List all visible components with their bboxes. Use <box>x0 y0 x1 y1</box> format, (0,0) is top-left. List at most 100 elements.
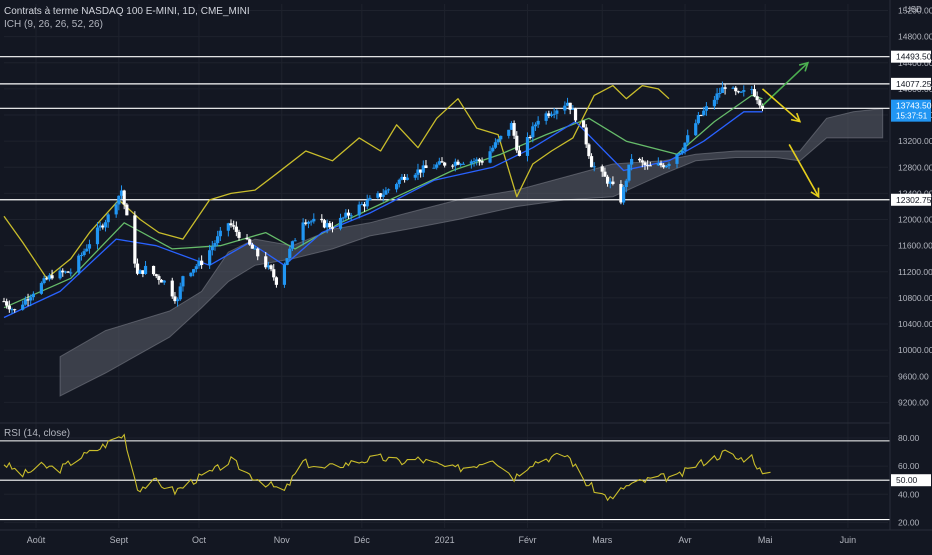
candle-body <box>555 110 559 114</box>
candle-body <box>461 163 465 165</box>
price-tick-label: 9200.00 <box>898 397 929 407</box>
price-tick-label: 15200.00 <box>898 6 932 16</box>
candle-body <box>720 87 725 93</box>
candle-body <box>421 165 425 173</box>
candle-body <box>552 113 556 115</box>
candle-body <box>7 305 11 310</box>
candle-body <box>13 309 17 311</box>
candles <box>2 81 765 314</box>
candle-body <box>435 164 439 168</box>
candle-body <box>731 87 735 89</box>
candle-body <box>459 163 463 165</box>
candle-body <box>517 150 522 156</box>
candle-body <box>686 135 690 143</box>
candle-body <box>592 166 596 168</box>
candle-body <box>290 241 295 249</box>
candle-body <box>266 265 270 268</box>
candle-body <box>31 293 35 298</box>
time-tick-label: Juin <box>840 535 857 545</box>
price-tick-label: 10400.00 <box>898 319 932 329</box>
rsi-level-tag-label: 50.00 <box>896 475 918 485</box>
time-tick-label: Août <box>27 535 46 545</box>
tenkan-line <box>3 111 763 319</box>
candle-body <box>573 108 578 121</box>
candle-body <box>61 270 65 273</box>
candle-body <box>26 299 30 301</box>
candle-body <box>509 123 514 130</box>
candle-body <box>272 269 276 278</box>
candle-body <box>760 105 765 109</box>
rsi-tick-label: 60.00 <box>898 461 920 471</box>
price-tick-label: 12000.00 <box>898 215 932 225</box>
candle-body <box>122 190 126 205</box>
candle-body <box>683 142 687 151</box>
arrow-line <box>761 62 809 107</box>
candle-body <box>173 296 177 302</box>
horizontal-levels[interactable] <box>0 56 890 201</box>
rsi-legend[interactable]: RSI (14, close) <box>4 428 71 439</box>
candle-body <box>77 255 81 273</box>
candle-body <box>394 184 399 190</box>
time-tick-label: Mai <box>758 535 773 545</box>
level-tag-label: 12302.75 <box>896 195 932 205</box>
candle-body <box>63 271 68 273</box>
candle-body <box>376 193 380 198</box>
candle-body <box>250 244 254 249</box>
candle-body <box>306 221 311 224</box>
candle-body <box>656 163 660 166</box>
ichimoku-legend[interactable]: ICH (9, 26, 26, 52, 26) <box>4 19 103 30</box>
candle-body <box>79 255 84 257</box>
candle-body <box>704 106 708 111</box>
candle-body <box>23 299 27 305</box>
candle-body <box>82 251 86 256</box>
candle-body <box>189 272 193 277</box>
candle-body <box>640 160 644 163</box>
candle-body <box>533 124 538 127</box>
candle-body <box>143 265 148 274</box>
candle-body <box>752 89 757 97</box>
candle-body <box>568 102 572 110</box>
time-tick-label: Nov <box>274 535 291 545</box>
symbol-legend[interactable]: Contrats à terme NASDAQ 100 E-MINI, 1D, … <box>4 6 250 17</box>
candle-body <box>301 222 305 241</box>
candle-body <box>622 186 626 203</box>
candle-body <box>157 276 161 280</box>
candle-body <box>312 218 316 222</box>
currency-label: USD <box>905 5 922 14</box>
annotation-arrows[interactable] <box>761 61 820 199</box>
candle-body <box>742 90 746 92</box>
candle-body <box>696 115 700 124</box>
time-tick-label: Déc <box>354 535 371 545</box>
candle-body <box>197 260 201 267</box>
candle-body <box>491 147 495 152</box>
candle-body <box>405 177 409 180</box>
candle-body <box>5 301 9 306</box>
candle-body <box>218 230 222 237</box>
price-tick-label: 12800.00 <box>898 162 932 172</box>
candle-body <box>175 299 180 302</box>
candle-body <box>194 266 198 270</box>
candle-body <box>216 236 220 244</box>
rsi-tick-label: 80.00 <box>898 433 920 443</box>
price-tick-label: 11200.00 <box>898 267 932 277</box>
candle-body <box>232 225 236 227</box>
candle-body <box>309 221 313 223</box>
rsi-tick-label: 20.00 <box>898 517 920 527</box>
candle-body <box>58 270 62 279</box>
candle-body <box>605 176 610 184</box>
kumo-cloud <box>59 107 884 397</box>
candle-body <box>758 100 762 106</box>
candle-body <box>256 248 260 257</box>
candle-body <box>154 274 158 277</box>
candle-body <box>499 135 503 140</box>
candle-body <box>630 158 634 165</box>
candle-body <box>619 184 623 203</box>
candle-body <box>114 204 118 215</box>
candle-body <box>515 135 519 151</box>
time-tick-label: Oct <box>192 535 207 545</box>
candle-body <box>170 280 174 297</box>
candle-body <box>365 200 369 207</box>
candle-body <box>346 212 351 216</box>
